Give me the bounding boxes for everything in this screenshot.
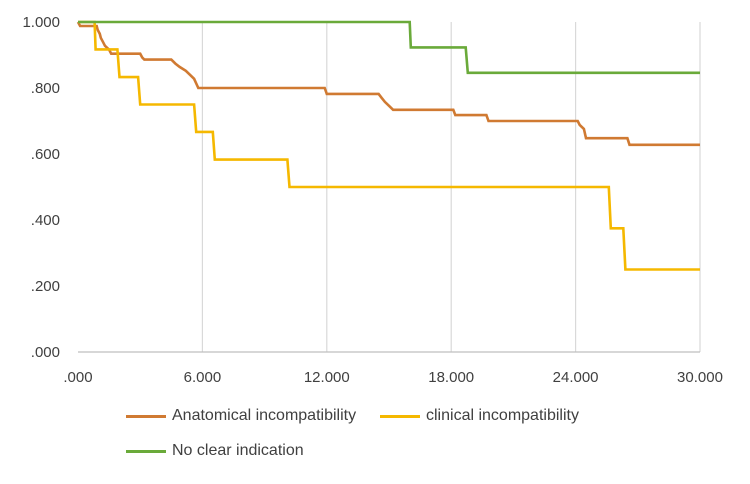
x-tick-label: 12.000 [304,369,350,386]
y-tick-label: .400 [31,212,60,229]
x-tick-label: .000 [63,369,92,386]
series-lines [76,20,700,271]
series-line-anatomical-incompatibility [76,21,700,147]
x-tick-label: 30.000 [677,369,723,386]
y-tick-label: .800 [31,80,60,97]
series-line-clinical-incompatibility [78,20,700,271]
y-tick-label: .600 [31,146,60,163]
x-tick-label: 6.000 [184,369,222,386]
x-tick-label: 24.000 [553,369,599,386]
tick-labels: .000 6.000 12.000 18.000 24.000 30.000 .000 .20… [22,14,722,386]
x-tick-label: 18.000 [428,369,474,386]
y-tick-label: .200 [31,278,60,295]
series-line-no-clear-indication [78,20,700,75]
y-tick-label: .000 [31,344,60,361]
y-tick-label: 1.000 [22,14,60,31]
